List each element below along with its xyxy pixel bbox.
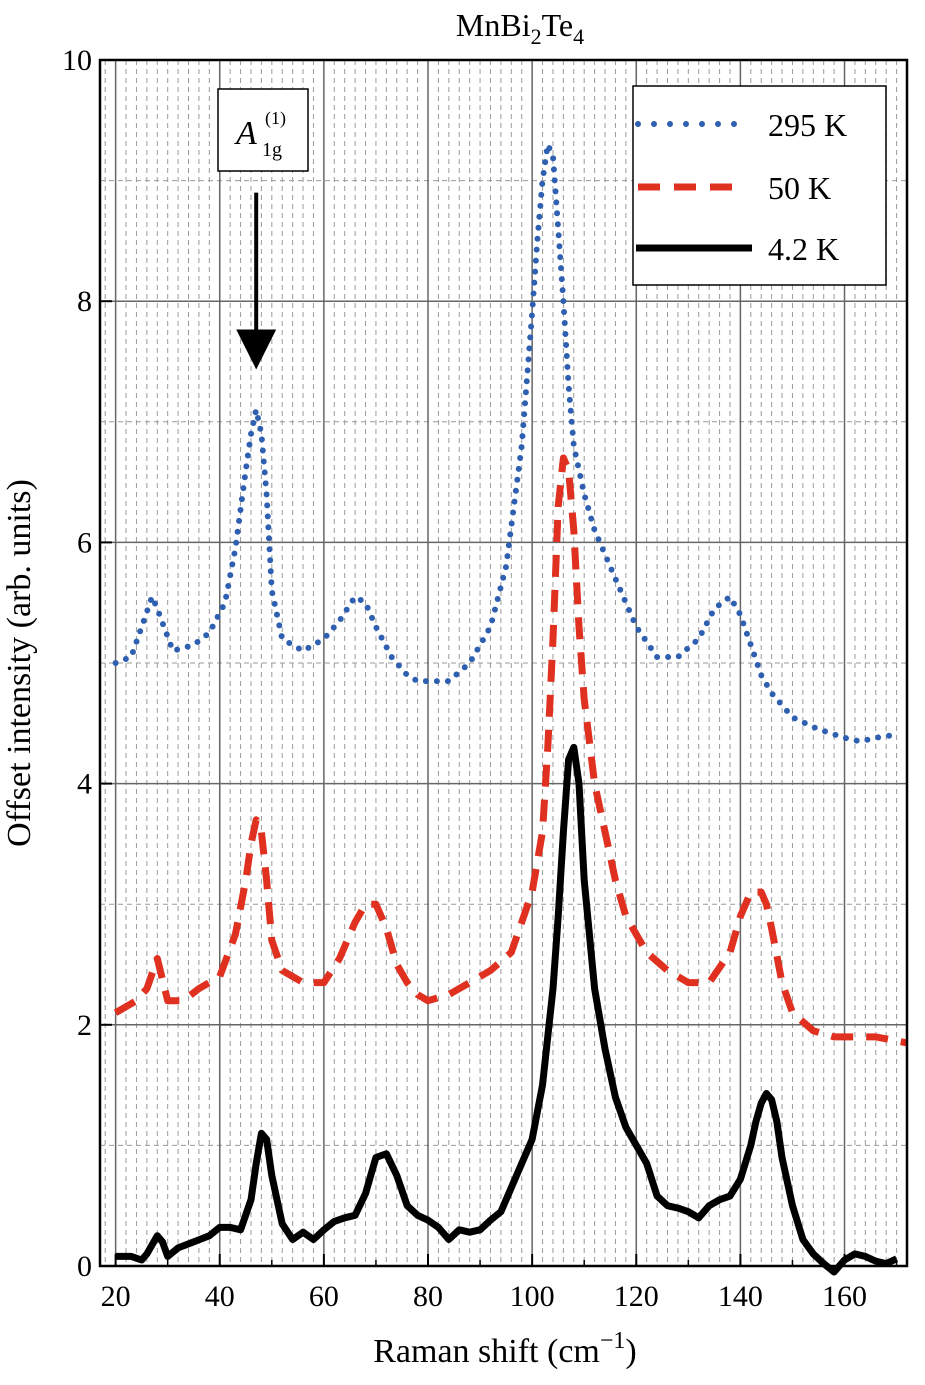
plot-frame <box>98 58 909 1268</box>
annotation-sub: 1g <box>262 139 282 161</box>
legend: 295 K 50 K 4.2 K <box>632 85 887 286</box>
y-tick-label: 2 <box>77 1009 92 1042</box>
y-tick-label: 8 <box>77 285 92 318</box>
x-tick-label: 140 <box>718 1280 763 1313</box>
x-tick-label: 120 <box>614 1280 659 1313</box>
y-tick-label: 0 <box>77 1250 92 1283</box>
annotation-base: A <box>234 115 257 152</box>
annotation-sup: (1) <box>265 108 286 129</box>
x-tick-label: 20 <box>101 1280 131 1313</box>
x-tick-label: 40 <box>205 1280 235 1313</box>
series-line-50-k <box>113 454 908 1047</box>
series-layer <box>112 141 908 1276</box>
x-axis-label: Raman shift (cm−1) <box>373 1328 637 1370</box>
legend-label-295k: 295 K <box>768 107 847 143</box>
legend-box <box>632 85 887 286</box>
legend-label-4k: 4.2 K <box>768 231 839 267</box>
y-tick-label: 10 <box>62 44 92 77</box>
x-tick-label: 100 <box>510 1280 555 1313</box>
series-line-295-k <box>112 141 895 745</box>
phonon-mode-annotation: A 1g (1) <box>217 88 309 370</box>
y-tick-label: 4 <box>77 768 92 801</box>
legend-label-50k: 50 K <box>768 170 831 206</box>
x-tick-label: 60 <box>309 1280 339 1313</box>
chart-title: MnBi2Te4 <box>456 7 584 49</box>
ticks-layer: 20 40 60 80 100 120 140 160 0 2 4 6 8 10 <box>62 44 898 1313</box>
y-axis-label: Offset intensity (arb. units) <box>1 479 38 847</box>
x-tick-label: 160 <box>822 1280 867 1313</box>
annotation-box <box>217 88 309 172</box>
x-tick-label: 80 <box>413 1280 443 1313</box>
y-tick-label: 6 <box>77 526 92 559</box>
series-line-4-2-k <box>115 743 899 1276</box>
